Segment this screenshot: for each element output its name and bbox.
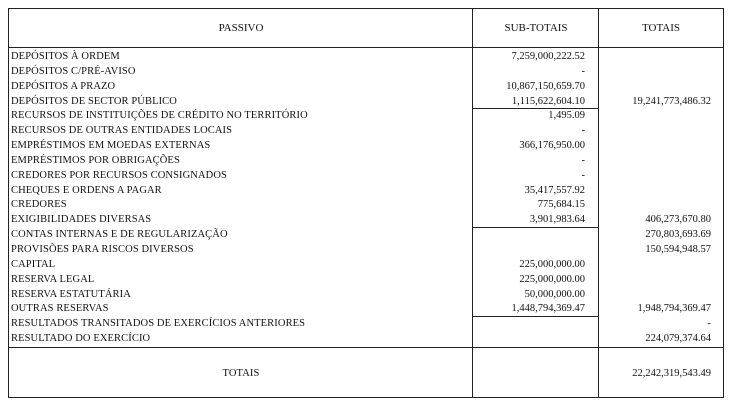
- row-total: -: [707, 318, 712, 330]
- row-total: [599, 154, 723, 169]
- table-row: RESERVA ESTATUTÁRIA 50,000,000.00: [9, 288, 723, 303]
- table-row: CONTAS INTERNAS E DE REGULARIZAÇÃO 270,80…: [9, 228, 723, 243]
- column-divider: [472, 9, 473, 397]
- row-label: CAPITAL: [11, 258, 56, 270]
- table-row: EMPRÉSTIMOS EM MOEDAS EXTERNAS 366,176,95…: [9, 139, 723, 154]
- row-subtotal: 366,176,950.00: [519, 140, 585, 152]
- row-subtotal: 1,448,794,369.47: [473, 302, 599, 318]
- row-total: 406,273,670.80: [645, 214, 711, 226]
- row-total: 224,079,374.64: [645, 333, 711, 345]
- header-passivo: PASSIVO: [9, 9, 473, 48]
- row-subtotal: 775,684.15: [537, 199, 585, 211]
- row-label: PROVISÕES PARA RISCOS DIVERSOS: [11, 243, 194, 255]
- row-label: CHEQUES E ORDENS A PAGAR: [11, 184, 162, 196]
- row-subtotal: [473, 243, 599, 258]
- row-total: [599, 109, 723, 124]
- row-total: 1,948,794,369.47: [637, 303, 712, 315]
- row-label: RESERVA LEGAL: [11, 273, 95, 285]
- row-subtotal: 3,901,983.64: [473, 213, 599, 229]
- row-label: DEPÓSITOS A PRAZO: [11, 80, 116, 92]
- row-total: [599, 288, 723, 303]
- row-subtotal: 1,115,622,604.10: [473, 95, 599, 110]
- totals-value: 22,242,319,543.49: [632, 367, 711, 379]
- column-divider: [598, 9, 599, 397]
- table-row: EMPRÉSTIMOS POR OBRIGAÇÕES -: [9, 154, 723, 169]
- row-total: 150,594,948.57: [645, 243, 711, 255]
- row-total: [599, 273, 723, 288]
- row-subtotal: 10,867,150,659.70: [506, 80, 585, 92]
- table-body: DEPÓSITOS À ORDEM 7,259,000,222.52 DEPÓSIT…: [9, 50, 723, 347]
- table-row: PROVISÕES PARA RISCOS DIVERSOS 150,594,94…: [9, 243, 723, 258]
- row-total: [599, 169, 723, 184]
- row-total: [599, 184, 723, 199]
- row-subtotal: [473, 317, 599, 332]
- table-row: RECURSOS DE INSTITUIÇÕES DE CRÉDITO NO T…: [9, 109, 723, 124]
- table-row: RESULTADOS TRANSITADOS DE EXERCÍCIOS ANT…: [9, 317, 723, 332]
- row-label: RESULTADOS TRANSITADOS DE EXERCÍCIOS ANT…: [11, 318, 306, 330]
- totals-label: TOTAIS: [222, 367, 260, 379]
- table-row: CHEQUES E ORDENS A PAGAR 35,417,557.92: [9, 184, 723, 199]
- table-row: DEPÓSITOS A PRAZO 10,867,150,659.70: [9, 80, 723, 95]
- table-row: CREDORES 775,684.15: [9, 198, 723, 213]
- table-row: RESERVA LEGAL 225,000,000.00: [9, 273, 723, 288]
- row-total: [599, 80, 723, 95]
- table-row: RECURSOS DE OUTRAS ENTIDADES LOCAIS -: [9, 124, 723, 139]
- row-subtotal: -: [581, 154, 586, 166]
- row-subtotal: 35,417,557.92: [524, 184, 585, 196]
- row-total: [599, 139, 723, 154]
- table-row: DEPÓSITOS C/PRÉ-AVISO -: [9, 65, 723, 80]
- row-subtotal: -: [581, 125, 586, 137]
- row-label: EMPRÉSTIMOS POR OBRIGAÇÕES: [11, 154, 180, 166]
- totals-row: TOTAIS 22,242,319,543.49: [9, 347, 723, 398]
- row-label: RESULTADO DO EXERCÍCIO: [11, 333, 151, 345]
- totals-sub: [473, 348, 599, 398]
- header-totais: TOTAIS: [599, 9, 723, 48]
- row-label: DEPÓSITOS DE SECTOR PÚBLICO: [11, 95, 177, 107]
- row-label: RECURSOS DE INSTITUIÇÕES DE CRÉDITO NO T…: [11, 110, 308, 122]
- row-total: [599, 198, 723, 213]
- row-label: RESERVA ESTATUTÁRIA: [11, 288, 131, 300]
- row-total: [599, 50, 723, 65]
- row-subtotal: 225,000,000.00: [519, 258, 585, 270]
- row-label: CREDORES POR RECURSOS CONSIGNADOS: [11, 169, 227, 181]
- row-total: 19,241,773,486.32: [632, 95, 711, 107]
- table-row: OUTRAS RESERVAS 1,448,794,369.47 1,948,794…: [9, 302, 723, 318]
- table-row: CAPITAL 225,000,000.00: [9, 258, 723, 273]
- row-subtotal: 7,259,000,222.52: [511, 51, 586, 62]
- row-total: [599, 258, 723, 273]
- row-subtotal: 225,000,000.00: [519, 273, 585, 285]
- balance-sheet-table: PASSIVO SUB-TOTAIS TOTAIS DEPÓSITOS À OR…: [8, 8, 724, 398]
- row-subtotal: [473, 228, 599, 243]
- row-label: CREDORES: [11, 199, 67, 211]
- table-row: RESULTADO DO EXERCÍCIO 224,079,374.64: [9, 332, 723, 347]
- table-row: EXIGIBILIDADES DIVERSAS 3,901,983.64 406,2…: [9, 213, 723, 229]
- table-row: CREDORES POR RECURSOS CONSIGNADOS -: [9, 169, 723, 184]
- row-label: CONTAS INTERNAS E DE REGULARIZAÇÃO: [11, 229, 228, 241]
- row-subtotal: [473, 332, 599, 347]
- row-total: [599, 65, 723, 80]
- row-subtotal: 50,000,000.00: [524, 288, 585, 300]
- row-total: [599, 124, 723, 139]
- row-label: DEPÓSITOS C/PRÉ-AVISO: [11, 65, 136, 77]
- row-label: EXIGIBILIDADES DIVERSAS: [11, 214, 152, 226]
- header-sub-totais: SUB-TOTAIS: [473, 9, 599, 48]
- row-total: 270,803,693.69: [645, 229, 711, 241]
- row-label: DEPÓSITOS À ORDEM: [11, 51, 120, 62]
- row-label: RECURSOS DE OUTRAS ENTIDADES LOCAIS: [11, 125, 233, 137]
- row-subtotal: -: [581, 65, 586, 77]
- table-row: DEPÓSITOS DE SECTOR PÚBLICO 1,115,622,604…: [9, 95, 723, 110]
- row-label: EMPRÉSTIMOS EM MOEDAS EXTERNAS: [11, 140, 211, 152]
- row-label: OUTRAS RESERVAS: [11, 303, 109, 315]
- row-subtotal: 1,495.09: [548, 110, 585, 122]
- row-subtotal: -: [581, 169, 586, 181]
- table-row: DEPÓSITOS À ORDEM 7,259,000,222.52: [9, 50, 723, 65]
